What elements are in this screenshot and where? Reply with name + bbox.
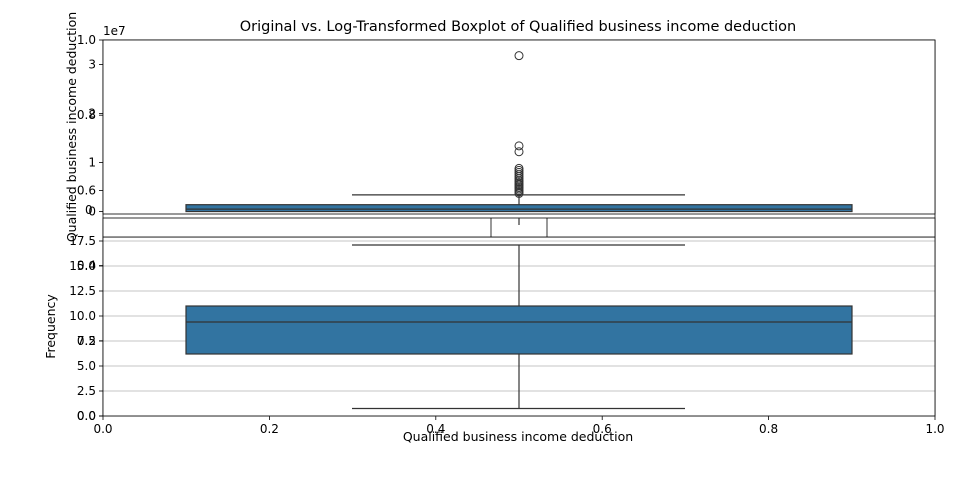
y-tick-label: 15.0 bbox=[69, 259, 96, 273]
x-axis-label: Qualified business income deduction bbox=[403, 429, 633, 444]
y-tick-label: 5.0 bbox=[77, 359, 96, 373]
overlay-y-tick-label: 0.6 bbox=[77, 183, 96, 197]
outlier-point bbox=[514, 147, 524, 157]
overlay-x-tick-label: 0.6 bbox=[593, 422, 612, 436]
outlier-point bbox=[514, 141, 524, 151]
overlay-y-tick-label: 0.0 bbox=[77, 409, 96, 423]
y-axis-label: Qualified business income deduction bbox=[64, 12, 79, 242]
overlay-x-tick-label: 1.0 bbox=[925, 422, 944, 436]
overlay-y-tick-label: 0.2 bbox=[77, 334, 96, 348]
iqr-box bbox=[185, 305, 853, 355]
middle-strip: 0 bbox=[85, 203, 936, 238]
panel-frame bbox=[102, 39, 936, 215]
mid-y-tick-label: 0 bbox=[85, 203, 93, 217]
y-tick-label: 1 bbox=[88, 156, 96, 170]
y-tick-label: 12.5 bbox=[69, 284, 96, 298]
iqr-box bbox=[185, 204, 853, 213]
outlier-point bbox=[514, 51, 524, 61]
y-tick-label: 0.0 bbox=[77, 409, 96, 423]
y-tick-label: 3 bbox=[88, 58, 96, 72]
overlay-x-tick-label: 0.0 bbox=[93, 422, 112, 436]
overlay-y-tick-label: 0.8 bbox=[77, 108, 96, 122]
y-tick-label: 2 bbox=[88, 107, 96, 121]
chart-title: Original vs. Log-Transformed Boxplot of … bbox=[240, 19, 797, 35]
outlier-point bbox=[514, 188, 524, 198]
y-tick-label: 0 bbox=[88, 205, 96, 219]
y-tick-label: 7.5 bbox=[77, 334, 96, 348]
overlay-y-tick-label: 0.4 bbox=[77, 259, 96, 273]
y-axis-label: Frequency bbox=[43, 294, 58, 359]
y-tick-label: 17.5 bbox=[69, 234, 96, 248]
y-offset-text: 1e7 bbox=[103, 24, 126, 38]
overlay-x-tick-label: 0.4 bbox=[426, 422, 445, 436]
overlay-x-tick-label: 0.2 bbox=[260, 422, 279, 436]
y-tick-label: 2.5 bbox=[77, 384, 96, 398]
overlay-x-tick-label: 0.8 bbox=[759, 422, 778, 436]
overlay-y-tick-label: 1.0 bbox=[77, 33, 96, 47]
bottom-panel: 0.0 2.5 5.0 7.5 10.0 12.5 15.0 17.5 Frequency bbox=[43, 234, 936, 423]
y-tick-label: 10.0 bbox=[69, 309, 96, 323]
